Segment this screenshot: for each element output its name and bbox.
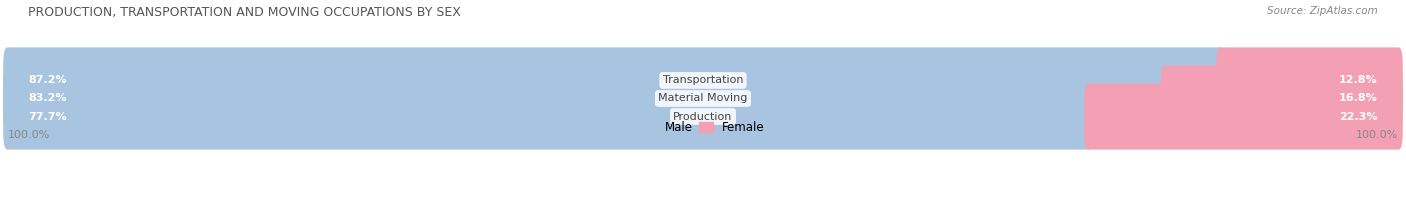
Text: 100.0%: 100.0%	[7, 130, 49, 140]
Text: PRODUCTION, TRANSPORTATION AND MOVING OCCUPATIONS BY SEX: PRODUCTION, TRANSPORTATION AND MOVING OC…	[28, 6, 461, 19]
Text: 22.3%: 22.3%	[1339, 112, 1378, 122]
Text: Transportation: Transportation	[662, 75, 744, 85]
Text: 83.2%: 83.2%	[28, 94, 67, 103]
FancyBboxPatch shape	[7, 97, 1399, 136]
Text: Source: ZipAtlas.com: Source: ZipAtlas.com	[1267, 6, 1378, 16]
Text: 16.8%: 16.8%	[1339, 94, 1378, 103]
FancyBboxPatch shape	[3, 84, 1092, 150]
FancyBboxPatch shape	[7, 61, 1399, 100]
Text: 87.2%: 87.2%	[28, 75, 67, 85]
FancyBboxPatch shape	[1084, 84, 1403, 150]
FancyBboxPatch shape	[1161, 65, 1403, 132]
Text: Production: Production	[673, 112, 733, 122]
Text: 12.8%: 12.8%	[1339, 75, 1378, 85]
FancyBboxPatch shape	[1216, 47, 1403, 113]
Legend: Male, Female: Male, Female	[637, 116, 769, 139]
Text: Material Moving: Material Moving	[658, 94, 748, 103]
Text: 77.7%: 77.7%	[28, 112, 67, 122]
Text: 100.0%: 100.0%	[1357, 130, 1399, 140]
FancyBboxPatch shape	[3, 65, 1168, 132]
FancyBboxPatch shape	[3, 47, 1225, 113]
FancyBboxPatch shape	[7, 79, 1399, 118]
